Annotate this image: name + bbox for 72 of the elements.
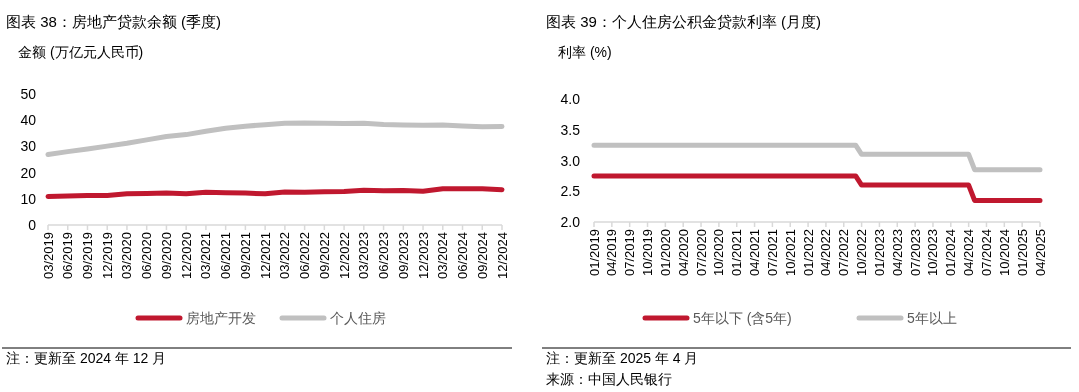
legend-label: 5年以上	[907, 310, 957, 326]
x-tick-label: 01/2021	[729, 229, 745, 276]
x-tick-label: 03/2021	[198, 232, 214, 279]
x-tick-label: 03/2023	[356, 232, 372, 279]
x-tick-label: 03/2024	[435, 232, 451, 279]
x-tick-label: 01/2025	[1014, 229, 1030, 276]
x-tick-label: 09/2019	[79, 232, 95, 279]
y-tick-label: 4.0	[560, 91, 581, 107]
x-tick-label: 07/2024	[978, 229, 994, 276]
y-axis-title: 利率 (%)	[558, 44, 612, 60]
x-tick-label: 09/2020	[158, 232, 174, 279]
x-tick-label: 10/2023	[925, 229, 941, 276]
x-tick-label: 04/2023	[889, 229, 905, 276]
x-tick-label: 01/2019	[586, 229, 602, 276]
x-tick-label: 06/2022	[297, 232, 313, 279]
x-tick-label: 07/2020	[693, 229, 709, 276]
legend-label: 个人住房	[330, 310, 386, 326]
x-tick-label: 10/2020	[711, 229, 727, 276]
x-tick-label: 07/2021	[764, 229, 780, 276]
text: 注：更新至 2025 年 4 月	[546, 350, 699, 366]
x-tick-label: 06/2024	[455, 232, 471, 279]
x-tick-label: 06/2020	[139, 232, 155, 279]
x-tick-label: 09/2024	[474, 232, 490, 279]
x-tick-label: 12/2024	[494, 232, 510, 279]
x-tick-label: 03/2020	[119, 232, 135, 279]
legend-label: 5年以下 (含5年)	[693, 310, 792, 326]
x-tick-label: 01/2023	[871, 229, 887, 276]
x-tick-label: 04/2022	[818, 229, 834, 276]
y-tick-label: 50	[20, 86, 37, 102]
y-tick-label: 40	[20, 112, 37, 129]
chart-title: 图表 38：房地产贷款余额 (季度)	[6, 13, 222, 30]
x-tick-label: 04/2021	[747, 229, 763, 276]
x-tick-label: 10/2021	[782, 229, 798, 276]
x-tick-label: 07/2023	[907, 229, 923, 276]
x-tick-label: 06/2021	[218, 232, 234, 279]
source-note: 来源：中国人民银行	[546, 371, 672, 387]
y-tick-label: 0	[28, 217, 37, 233]
x-tick-label: 04/2024	[961, 229, 977, 276]
chart-title: 图表 39：个人住房公积金贷款利率 (月度)	[546, 13, 822, 30]
x-tick-label: 07/2022	[836, 229, 852, 276]
text: 注：更新至 2024 年 12 月	[6, 350, 167, 366]
x-tick-label: 07/2019	[622, 229, 638, 276]
x-tick-label: 01/2020	[657, 229, 673, 276]
x-tick-label: 03/2019	[40, 232, 56, 279]
x-tick-label: 10/2022	[854, 229, 870, 276]
y-tick-label: 20	[20, 164, 37, 181]
x-tick-label: 04/2019	[604, 229, 620, 276]
x-tick-label: 09/2021	[237, 232, 253, 279]
x-tick-label: 10/2024	[996, 229, 1012, 276]
y-tick-label: 3.0	[560, 152, 581, 169]
x-tick-label: 12/2021	[257, 232, 273, 279]
x-tick-label: 12/2020	[178, 232, 194, 279]
x-tick-label: 04/2025	[1032, 229, 1048, 276]
x-tick-label: 09/2022	[316, 232, 332, 279]
y-tick-label: 30	[20, 138, 37, 155]
x-tick-label: 06/2023	[376, 232, 392, 279]
y-axis-title: 金额 (万亿元人民币)	[18, 44, 144, 60]
x-tick-label: 06/2019	[60, 232, 76, 279]
x-tick-label: 09/2023	[395, 232, 411, 279]
y-tick-label: 10	[20, 190, 37, 207]
x-tick-label: 12/2023	[415, 232, 431, 279]
x-tick-label: 12/2022	[336, 232, 352, 279]
x-tick-label: 01/2024	[943, 229, 959, 276]
x-tick-label: 12/2019	[99, 232, 115, 279]
y-tick-label: 2.5	[560, 183, 581, 200]
x-tick-label: 04/2020	[675, 229, 691, 276]
y-tick-label: 2.0	[560, 214, 581, 230]
y-tick-label: 3.5	[560, 121, 581, 138]
legend-label: 房地产开发	[186, 310, 256, 326]
x-tick-label: 10/2019	[640, 229, 656, 276]
x-tick-label: 01/2022	[800, 229, 816, 276]
x-tick-label: 03/2022	[277, 232, 293, 279]
